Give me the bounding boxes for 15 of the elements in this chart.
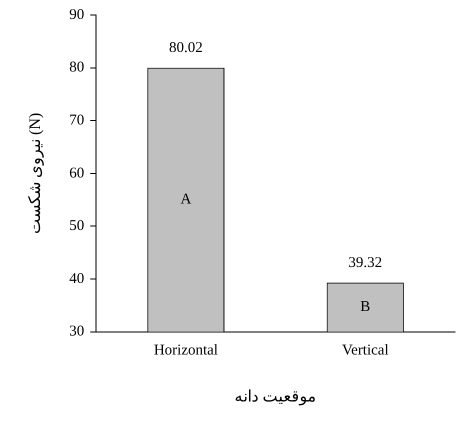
- annotation: A: [180, 192, 192, 208]
- y-axis-title: نیروی شکست (N): [26, 112, 44, 234]
- annotation: B: [360, 299, 370, 316]
- x-tick-label: Vertical: [342, 342, 389, 359]
- y-tick-label: 60: [69, 165, 84, 182]
- y-tick-label: 80: [69, 60, 84, 76]
- data-label: 39.32: [348, 255, 382, 272]
- y-tick-label: 90: [69, 6, 84, 23]
- y-tick-label: 50: [69, 218, 84, 234]
- x-axis-title: موقعیت دانه: [234, 388, 317, 406]
- x-tick-label: Horizontal: [154, 342, 218, 359]
- data-label: 80.02: [169, 40, 203, 56]
- y-tick-label: 40: [69, 270, 84, 287]
- y-tick-label: 30: [69, 324, 84, 340]
- y-tick-label: 70: [69, 112, 84, 129]
